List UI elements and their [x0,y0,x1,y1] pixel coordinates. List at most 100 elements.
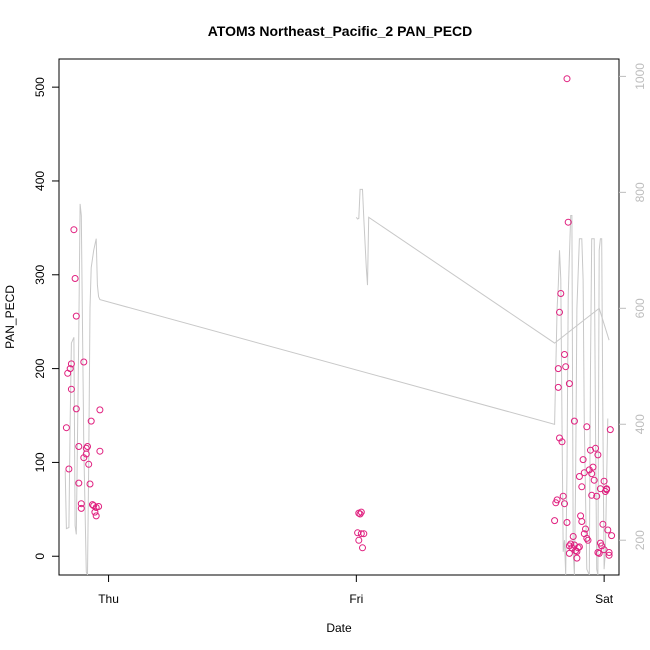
data-point [577,512,585,520]
data-point [86,480,94,488]
data-point [77,500,85,508]
data-point [556,308,563,316]
y-tick-label: 500 [33,77,47,97]
data-point [77,504,85,512]
data-point [558,438,566,446]
pressure-line-1 [64,203,609,575]
data-point [91,508,99,516]
y-axis: 0 100 200 300 400 500 [33,77,59,560]
data-point [95,503,103,510]
secondary-tick-label: 400 [633,414,647,434]
data-point [600,477,608,485]
data-point [573,554,581,562]
data-point [606,426,614,434]
data-point [590,476,598,484]
data-point [554,365,562,373]
x-tick-label: Thu [98,592,119,606]
data-point [554,383,562,391]
x-tick-label: Sat [595,592,614,606]
data-point [355,536,363,544]
data-point [562,363,570,371]
data-point [582,525,589,533]
pressure-series [64,188,610,575]
data-point [595,549,603,557]
y-tick-label: 0 [33,553,47,560]
data-point [72,312,80,320]
data-point [584,536,592,544]
y-tick-label: 300 [33,264,47,284]
data-points [62,75,616,562]
data-point [598,542,606,550]
data-point [567,540,575,548]
data-point [569,533,577,540]
y-tick-label: 400 [33,171,47,191]
data-point [564,218,572,226]
data-point [588,470,596,478]
data-point [599,520,607,528]
secondary-tick-label: 600 [633,298,647,318]
data-point [75,479,83,487]
data-point [565,380,573,388]
data-point [70,226,78,234]
data-point [561,351,568,358]
data-point [575,473,583,480]
data-point [356,510,364,518]
y-tick-label: 100 [33,452,47,472]
data-point [603,486,611,494]
data-point [583,423,591,431]
secondary-y-axis: 200 400 600 800 1000 [619,63,647,550]
data-point [553,496,561,504]
data-point [82,450,90,458]
data-point [66,365,74,373]
pressure-line-2 [355,188,610,344]
data-point [588,491,596,499]
data-point [359,544,366,552]
chart-title: ATOM3 Northeast_Pacific_2 PAN_PECD [208,23,473,39]
data-point [561,500,568,508]
data-point [589,463,597,471]
data-point [360,530,368,538]
data-point [570,417,578,425]
data-point [594,451,602,459]
data-point [96,447,104,455]
data-point [565,549,573,557]
data-point [559,492,567,500]
data-point [593,492,601,500]
data-point [583,534,591,542]
y-axis-label: PAN_PECD [3,285,17,349]
data-point [96,406,104,414]
data-point [75,443,83,450]
data-point [570,541,578,549]
data-point [563,75,571,83]
data-point [578,483,586,491]
x-axis-label: Date [326,621,352,635]
x-tick-label: Fri [349,592,363,606]
y-tick-label: 200 [33,358,47,378]
data-point [551,517,559,525]
data-point [557,290,565,297]
data-point [87,417,95,425]
data-point [565,542,573,550]
data-point [62,424,70,432]
data-point [608,532,616,540]
secondary-tick-label: 1000 [633,63,647,90]
data-point [578,518,586,525]
plot-frame [58,58,620,576]
data-point [85,460,93,468]
data-point [357,530,365,538]
data-point [573,548,581,555]
data-point [605,549,613,556]
data-point [594,549,602,556]
data-point [84,443,91,450]
x-axis: Thu Fri Sat [98,575,614,606]
data-point [357,508,365,516]
data-point [71,275,79,282]
data-point [92,512,100,520]
data-point [563,519,571,526]
data-point [604,526,612,534]
secondary-tick-label: 800 [633,182,647,202]
data-point [65,465,73,473]
data-point [80,358,88,366]
secondary-tick-label: 200 [633,530,647,550]
